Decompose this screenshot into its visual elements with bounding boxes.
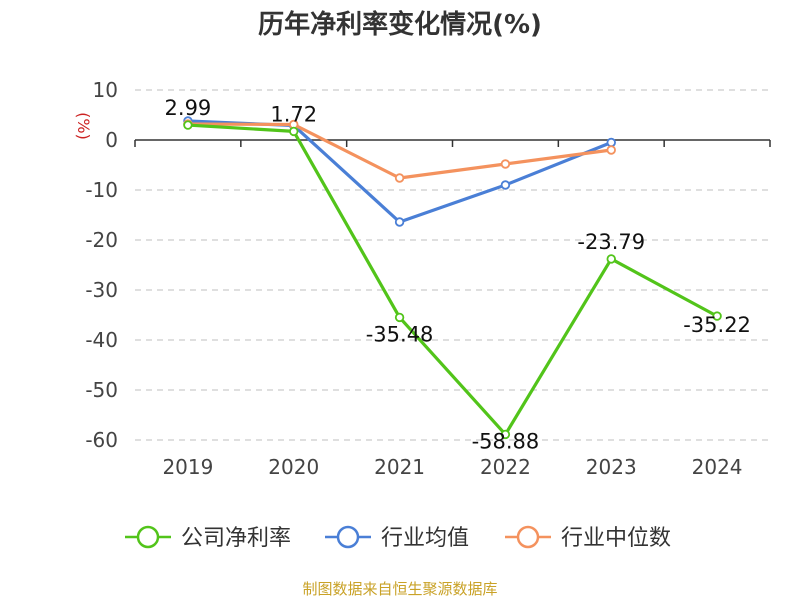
axis-layer: 10 0 -10 -20 -30 -40 -50 -60 (%) 2019 2020 2021 2022…: [74, 78, 771, 479]
data-label-layer: 2.99 1.72 -35.48 -58.88 -23.79 -35.22: [165, 96, 751, 453]
data-point: [606, 145, 616, 155]
data-point: [394, 217, 405, 227]
legend-marker: [136, 525, 160, 549]
x-tick-label: 2019: [162, 455, 213, 479]
x-tick-label: 2020: [268, 455, 319, 479]
y-tick-label: 0: [105, 128, 118, 152]
x-tick-label: 2024: [692, 455, 743, 479]
data-point: [394, 312, 405, 323]
data-label: -23.79: [577, 230, 645, 254]
y-axis-label: (%): [74, 112, 93, 140]
y-tick-label: -40: [85, 328, 118, 352]
x-tick-label: 2022: [480, 455, 531, 479]
data-point: [606, 254, 616, 264]
data-point: [500, 159, 511, 169]
y-tick-label: -50: [85, 378, 118, 402]
x-tick-label: 2021: [374, 455, 425, 479]
data-point: [289, 126, 299, 137]
legend-marker: [516, 525, 540, 549]
legend-label: 公司净利率: [181, 526, 291, 551]
source-note: 制图数据来自恒生聚源数据库: [302, 580, 498, 598]
y-tick-label: -60: [85, 428, 118, 452]
series-line: [187, 122, 612, 180]
data-label: -35.48: [366, 322, 434, 346]
series-line: [187, 119, 612, 224]
data-point: [606, 137, 616, 148]
series-layer: [183, 116, 722, 440]
data-label: -35.22: [683, 313, 751, 337]
y-tick-label: -30: [85, 278, 118, 302]
legend-label: 行业中位数: [561, 526, 671, 551]
x-tick-label: 2023: [586, 455, 637, 479]
series-line: [187, 123, 718, 436]
data-point: [183, 120, 193, 130]
data-point: [500, 180, 511, 190]
legend-marker: [336, 525, 360, 549]
legend-label: 行业均值: [381, 526, 469, 551]
legend: 公司净利率 行业均值 行业中位数: [125, 525, 671, 551]
y-tick-label: 10: [93, 78, 118, 102]
data-label: 2.99: [165, 96, 212, 120]
data-point: [394, 173, 405, 183]
y-tick-label: -10: [85, 178, 118, 202]
data-point: [712, 311, 722, 321]
data-label: 1.72: [270, 102, 317, 126]
chart-title: 历年净利率变化情况(%): [258, 10, 542, 40]
y-tick-label: -20: [85, 228, 118, 252]
data-label: -58.88: [472, 429, 540, 453]
grid-layer: [135, 89, 770, 441]
data-point: [500, 429, 511, 440]
